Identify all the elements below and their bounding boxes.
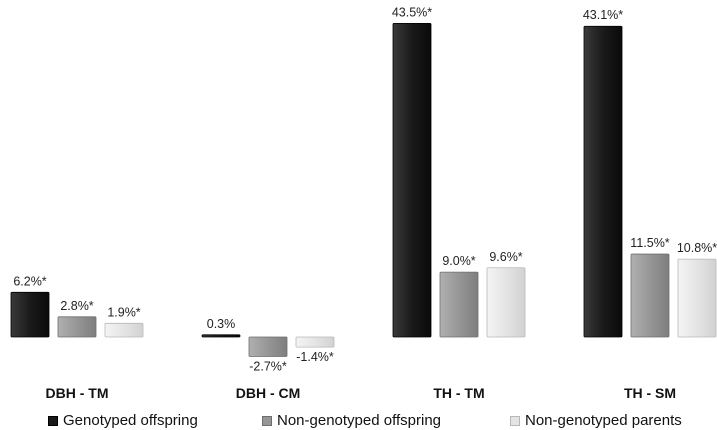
bar-th-tm-series-0	[392, 22, 432, 338]
data-label: 9.0%*	[442, 254, 475, 268]
legend-swatch	[510, 415, 520, 426]
data-label: 11.5%*	[630, 236, 670, 250]
data-label: 43.1%*	[583, 8, 623, 22]
bar-chart-svg: 6.2%* 2.8%* 1.9%* 0.3% -2.7%* -1.4%* 43.5%* 9.0…	[10, 5, 717, 401]
legend-label: Genotyped offspring	[63, 412, 198, 429]
bar-dbh-cm-series-0	[201, 334, 241, 338]
category-label: TH - TM	[433, 385, 484, 401]
legend-swatch	[262, 415, 272, 426]
data-label: 6.2%*	[13, 274, 46, 288]
data-label: 1.9%*	[107, 305, 140, 319]
data-label: -2.7%*	[249, 359, 287, 373]
legend-item: Non-genotyped offspring	[262, 412, 441, 429]
bar-th-sm-series-2	[677, 258, 717, 338]
bar-th-tm-series-1	[439, 271, 479, 338]
data-label: 9.6%*	[489, 250, 522, 264]
bar-th-sm-series-0	[583, 25, 623, 338]
bar-dbh-tm-series-0	[10, 291, 50, 338]
bar-th-sm-series-1	[630, 253, 670, 338]
bar-dbh-cm-series-2	[295, 336, 335, 348]
legend-swatch	[48, 415, 58, 426]
category-label: TH - SM	[624, 385, 676, 401]
legend-label: Non-genotyped parents	[525, 412, 682, 429]
bar-th-tm-series-2	[486, 267, 526, 338]
data-label: 43.5%*	[392, 5, 432, 19]
bar-dbh-tm-series-2	[104, 322, 144, 338]
data-label: -1.4%*	[296, 350, 334, 364]
bar-dbh-tm-series-1	[57, 316, 97, 338]
bar-dbh-cm-series-1	[248, 336, 288, 357]
legend-label: Non-genotyped offspring	[277, 412, 442, 429]
category-label: DBH - TM	[46, 385, 109, 401]
data-label: 0.3%	[207, 317, 236, 331]
category-label: DBH - CM	[236, 385, 301, 401]
legend: Genotyped offspring Non-genotyped offspri…	[0, 410, 717, 430]
data-label: 2.8%*	[60, 299, 93, 313]
legend-item: Genotyped offspring	[48, 412, 198, 429]
data-label: 10.8%*	[677, 241, 717, 255]
legend-item: Non-genotyped parents	[510, 412, 682, 429]
